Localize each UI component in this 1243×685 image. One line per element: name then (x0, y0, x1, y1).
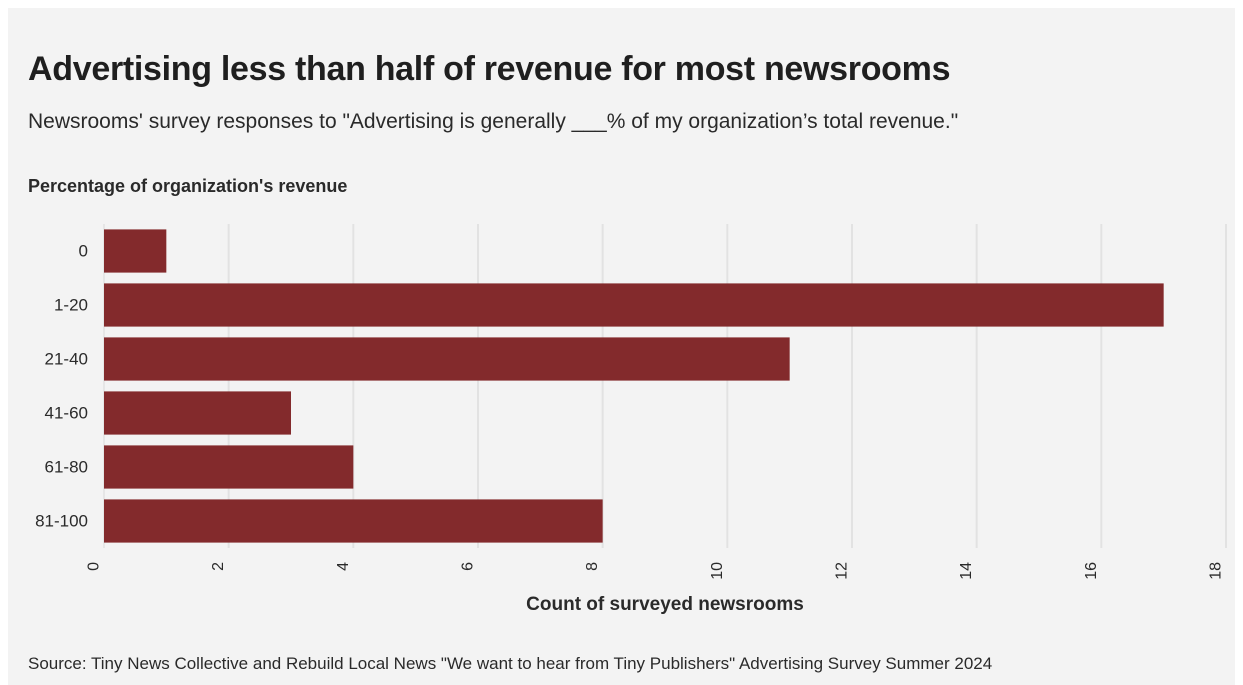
y-tick-label-61-80: 61-80 (45, 458, 88, 477)
x-tick-label-6: 6 (460, 562, 477, 571)
x-tick-label-4: 4 (335, 562, 352, 571)
y-tick-label-81-100: 81-100 (35, 512, 88, 531)
x-tick-label-18: 18 (1208, 562, 1225, 580)
bar-41-60 (104, 391, 291, 435)
chart-subtitle: Newsrooms' survey responses to "Advertis… (28, 110, 959, 133)
bar-1-20 (104, 283, 1164, 327)
bar-61-80 (104, 445, 354, 489)
x-axis-tick-labels: 0 2 4 6 8 10 12 14 16 18 (86, 562, 1225, 580)
y-tick-label-21-40: 21-40 (45, 350, 88, 369)
y-tick-label-1-20: 1-20 (54, 296, 88, 315)
y-axis-title: Percentage of organization's revenue (28, 176, 348, 196)
x-tick-label-10: 10 (709, 562, 726, 580)
bar-0 (104, 229, 167, 273)
bar-81-100 (104, 499, 603, 543)
x-tick-label-2: 2 (210, 562, 227, 571)
bar-21-40 (104, 337, 790, 381)
bars (104, 229, 1164, 543)
x-axis-title: Count of surveyed newsrooms (526, 594, 804, 615)
x-tick-label-12: 12 (834, 562, 851, 580)
x-tick-label-14: 14 (958, 562, 975, 580)
gridlines (103, 224, 1227, 548)
y-axis-tick-labels: 0 1-20 21-40 41-60 61-80 81-100 (35, 242, 88, 531)
x-tick-label-16: 16 (1083, 562, 1100, 580)
y-tick-label-41-60: 41-60 (45, 404, 88, 423)
bar-chart: 0 1-20 21-40 41-60 61-80 81-100 0 2 4 6 8 10 12 14 16… (35, 224, 1227, 615)
source-note: Source: Tiny News Collective and Rebuild… (28, 654, 993, 673)
x-tick-label-8: 8 (584, 562, 601, 571)
chart-title: Advertising less than half of revenue fo… (28, 50, 951, 88)
x-tick-label-0: 0 (86, 562, 103, 571)
y-tick-label-0: 0 (79, 242, 88, 261)
